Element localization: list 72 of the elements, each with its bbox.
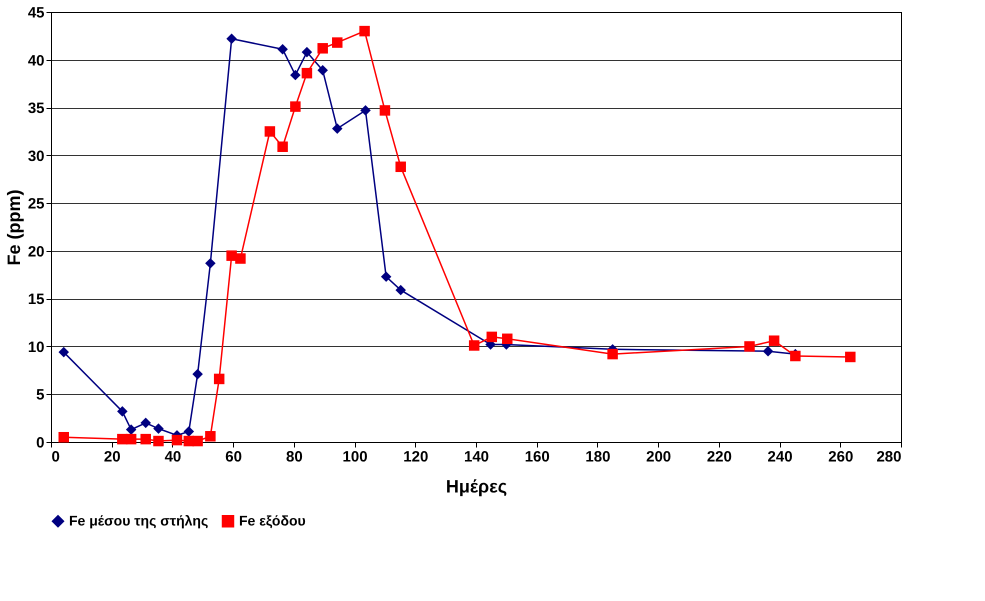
point	[205, 258, 216, 269]
point	[290, 70, 301, 80]
y-tick-label: 40	[28, 52, 44, 70]
point	[235, 253, 246, 264]
point	[302, 46, 312, 58]
point	[290, 101, 301, 112]
x-tick-label: 100	[342, 448, 368, 466]
point	[126, 424, 136, 435]
point	[380, 105, 390, 116]
point	[395, 162, 406, 172]
x-tick-label: 200	[646, 448, 672, 466]
y-tick-label: 5	[36, 386, 44, 404]
point	[277, 141, 288, 152]
x-tick-label: 0	[52, 448, 60, 466]
x-tick-label: 40	[164, 448, 182, 466]
point	[607, 348, 618, 360]
x-tick-label: 240	[768, 448, 793, 466]
point	[58, 432, 69, 442]
point	[317, 65, 328, 76]
point	[762, 346, 774, 356]
y-tick-label: 45	[28, 4, 44, 22]
x-tick-label: 120	[403, 448, 428, 466]
y-tick-label: 20	[28, 243, 44, 260]
y-tick-label: 0	[36, 434, 44, 452]
legend-label: Fe εξόδου	[239, 512, 306, 528]
point	[332, 123, 343, 134]
point	[332, 37, 343, 48]
point	[214, 374, 224, 384]
x-tick-label: 20	[104, 448, 121, 466]
y-tick-label: 10	[28, 338, 44, 356]
point	[205, 431, 216, 442]
legend-label: Fe μέσου της στήλης	[69, 512, 208, 528]
point	[360, 105, 371, 116]
point	[380, 271, 392, 282]
point	[395, 284, 406, 296]
point	[58, 346, 69, 358]
point	[140, 418, 151, 428]
point	[117, 406, 128, 417]
y-axis-title: Fe (ppm)	[4, 190, 24, 266]
x-tick-label: 280	[876, 448, 902, 466]
point	[468, 340, 480, 351]
point	[192, 368, 203, 380]
point	[744, 341, 755, 352]
point	[153, 436, 164, 446]
y-tick-label: 30	[28, 148, 44, 165]
point	[302, 68, 312, 78]
point	[153, 423, 164, 434]
point	[502, 334, 513, 344]
point	[184, 426, 194, 437]
point	[317, 43, 328, 54]
point	[140, 434, 151, 444]
y-tick-label: 25	[28, 196, 44, 213]
x-tick-label: 220	[706, 448, 732, 466]
x-tick-label: 180	[585, 448, 610, 466]
x-axis-title: Ημέρες	[446, 476, 508, 496]
x-tick-label: 140	[464, 448, 490, 466]
x-tick-label: 260	[828, 448, 854, 466]
x-tick-label: 80	[286, 448, 303, 466]
point	[192, 436, 203, 446]
point	[359, 26, 370, 36]
point	[172, 434, 182, 446]
point	[126, 434, 136, 444]
x-tick-label: 60	[225, 448, 242, 466]
point	[768, 335, 780, 346]
y-tick-label: 35	[28, 100, 44, 118]
point	[264, 126, 276, 137]
point	[226, 34, 237, 44]
x-tick-label: 160	[524, 448, 550, 466]
y-tick-label: 15	[28, 291, 44, 308]
point	[845, 352, 856, 362]
point	[486, 332, 498, 342]
point	[277, 44, 288, 55]
